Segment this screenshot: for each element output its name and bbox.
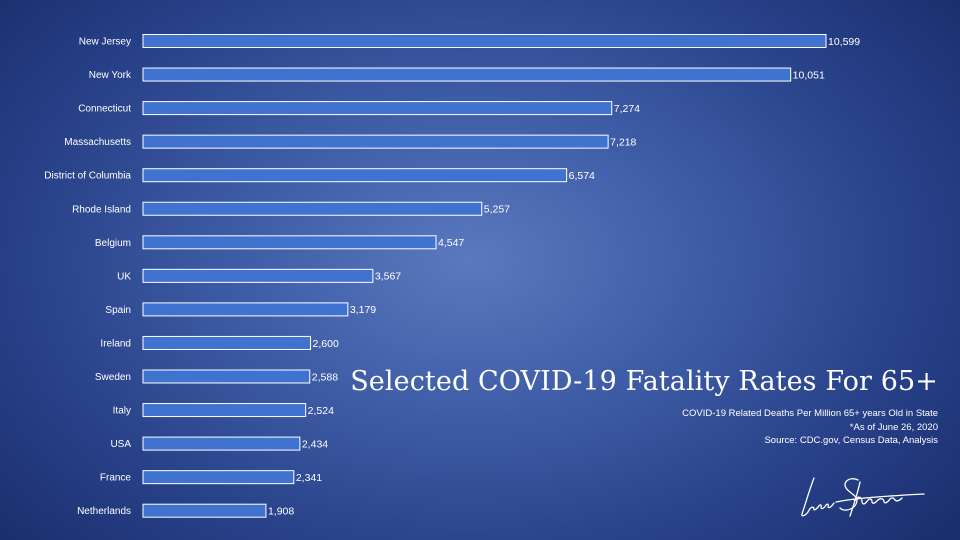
- bar-2: [142, 101, 613, 116]
- bar-1: [142, 67, 792, 82]
- category-label-10: Sweden: [95, 372, 131, 383]
- category-label-6: Belgium: [95, 238, 131, 249]
- category-label-1: New York: [89, 70, 132, 81]
- value-label-12: 2,434: [302, 438, 328, 450]
- bar-7: [142, 268, 374, 283]
- subtitle-line-2: *As of June 26, 2020: [849, 421, 938, 433]
- value-label-9: 2,600: [313, 338, 339, 350]
- title-block: Selected COVID-19 Fatality Rates For 65+…: [350, 366, 938, 448]
- category-label-4: District of Columbia: [44, 171, 131, 182]
- category-label-14: Netherlands: [77, 506, 131, 517]
- bar-11: [142, 403, 307, 418]
- category-label-3: Massachusetts: [64, 137, 131, 148]
- bar-4: [142, 168, 568, 183]
- bar-10: [142, 369, 311, 384]
- value-label-13: 2,341: [296, 472, 322, 484]
- bar-9: [142, 335, 312, 350]
- category-label-9: Ireland: [100, 338, 131, 349]
- value-label-5: 5,257: [484, 204, 510, 216]
- value-label-1: 10,051: [793, 69, 825, 81]
- category-label-12: USA: [110, 439, 131, 450]
- value-label-11: 2,524: [308, 405, 334, 417]
- bar-5: [142, 201, 483, 216]
- bar-3: [142, 134, 609, 149]
- value-label-7: 3,567: [375, 271, 401, 283]
- subtitle-line-3: Source: CDC.gov, Census Data, Analysis: [764, 435, 938, 446]
- value-label-10: 2,588: [312, 371, 338, 383]
- chart-title: Selected COVID-19 Fatality Rates For 65+: [350, 366, 938, 397]
- value-label-4: 6,574: [569, 170, 595, 182]
- category-label-13: France: [100, 473, 132, 484]
- bar-12: [142, 436, 301, 451]
- bar-14: [142, 503, 267, 518]
- category-label-2: Connecticut: [78, 104, 131, 115]
- bar-8: [142, 302, 349, 317]
- value-label-6: 4,547: [438, 237, 464, 249]
- value-label-0: 10,599: [828, 36, 860, 48]
- value-label-8: 3,179: [350, 304, 376, 316]
- category-label-8: Spain: [105, 305, 131, 316]
- value-label-2: 7,274: [614, 103, 640, 115]
- value-label-14: 1,908: [268, 506, 294, 518]
- signature-icon: [801, 477, 925, 517]
- bar-6: [142, 235, 437, 250]
- value-label-3: 7,218: [610, 136, 636, 148]
- category-label-5: Rhode Island: [72, 204, 131, 215]
- subtitle-line-1: COVID-19 Related Deaths Per Million 65+ …: [682, 408, 938, 419]
- category-label-0: New Jersey: [79, 37, 131, 48]
- category-label-11: Italy: [113, 406, 131, 417]
- bar-13: [142, 470, 295, 485]
- bar-0: [142, 34, 827, 48]
- category-label-7: UK: [117, 271, 131, 282]
